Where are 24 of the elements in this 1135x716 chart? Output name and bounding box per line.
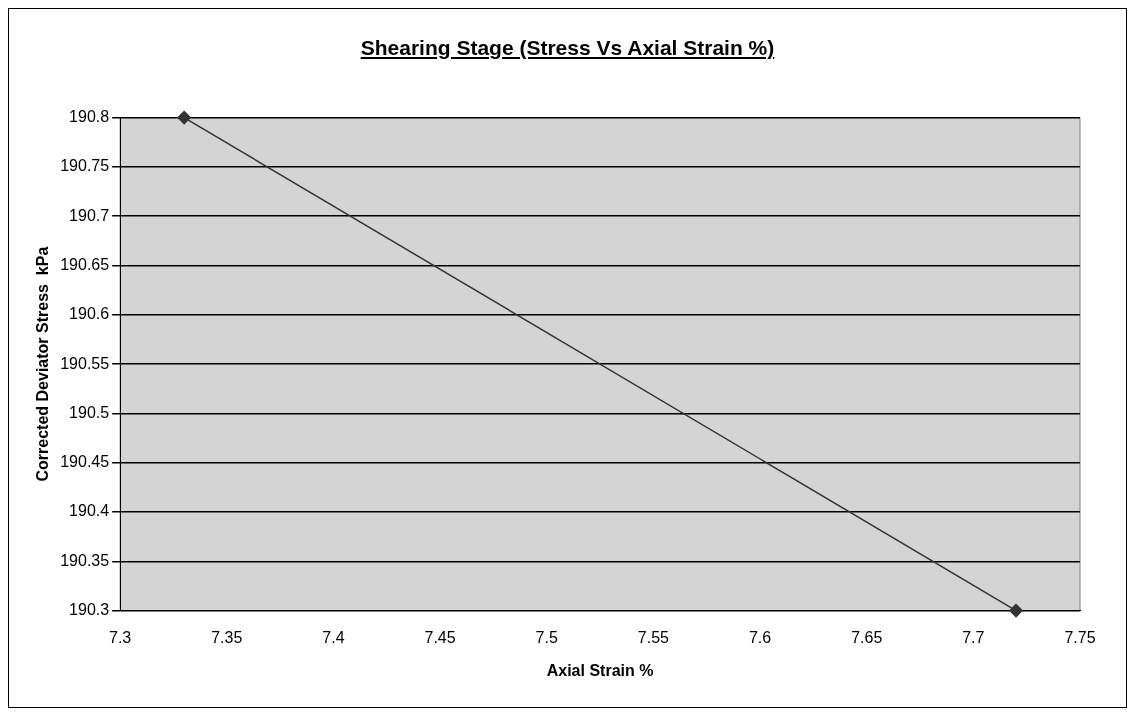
y-tick-label: 190.75	[60, 157, 110, 175]
y-tick-label: 190.6	[69, 305, 110, 323]
x-tick-label: 7.7	[962, 628, 985, 646]
x-tick-label: 7.5	[535, 628, 558, 646]
x-tick-label: 7.75	[1064, 628, 1096, 646]
x-tick-label: 7.35	[211, 628, 243, 646]
x-tick-label: 7.45	[424, 628, 456, 646]
y-tick-label: 190.3	[69, 601, 110, 619]
x-tick-label: 7.55	[637, 628, 670, 646]
y-tick-label: 190.8	[69, 108, 110, 126]
y-axis-title: Corrected Deviator Stress kPa	[34, 246, 52, 482]
x-tick-label: 7.6	[748, 628, 772, 646]
x-tick-label: 7.65	[851, 628, 883, 646]
y-tick-label: 190.7	[69, 206, 110, 224]
y-tick-label: 190.55	[60, 354, 110, 372]
x-tick-label: 7.3	[109, 628, 132, 646]
y-tick-label: 190.65	[60, 255, 110, 273]
y-tick-label: 190.45	[60, 453, 110, 471]
x-axis-title: Axial Strain %	[546, 661, 654, 679]
x-tick-label: 7.4	[322, 628, 345, 646]
y-tick-label: 190.5	[69, 403, 110, 421]
chart-title: Shearing Stage (Stress Vs Axial Strain %)	[359, 36, 776, 60]
y-tick-label: 190.4	[69, 502, 110, 520]
y-tick-label: 190.35	[60, 551, 110, 569]
